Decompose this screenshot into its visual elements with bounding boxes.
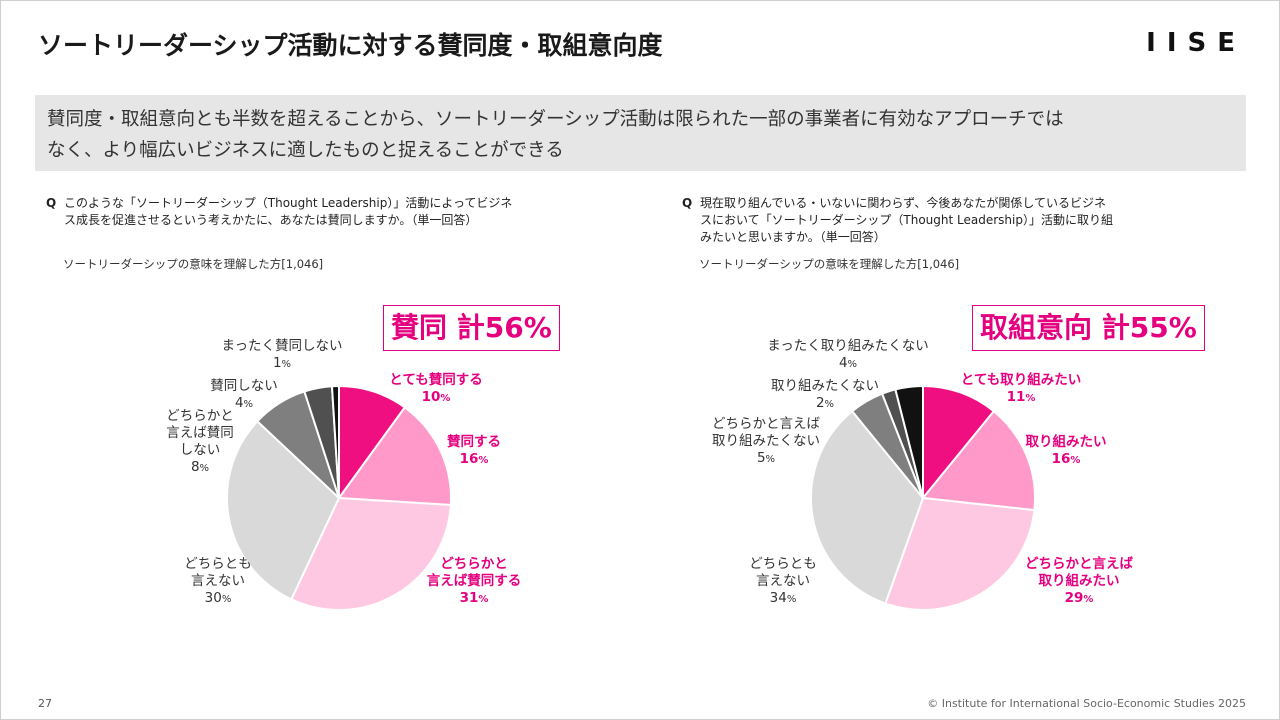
sample-base-right: ソートリーダーシップの意味を理解した方[1,046] bbox=[699, 257, 960, 271]
pie-slice bbox=[894, 384, 924, 499]
slice-label: どちらかと言えば 取り組みたくない 5% bbox=[712, 416, 820, 468]
slice-label: 取り組みたい 16% bbox=[1026, 434, 1107, 469]
slice-label-text: どちらとも bbox=[749, 556, 817, 572]
pie-slice bbox=[921, 409, 1036, 512]
slice-value: 4% bbox=[838, 355, 858, 371]
slice-label-text: どちらかと bbox=[440, 556, 508, 572]
slice-label-text: 取り組みたくない bbox=[771, 378, 879, 394]
summary-line-1: 賛同度・取組意向とも半数を超えることから、ソートリーダーシップ活動は限られた一部… bbox=[47, 109, 1064, 130]
question-mark: Q bbox=[46, 196, 57, 210]
slice-label-text: 言えない bbox=[756, 573, 810, 589]
slice-label: まったく取り組みたくない 4% bbox=[767, 338, 928, 373]
iise-logo: IISE bbox=[1146, 28, 1246, 58]
slice-value: 31% bbox=[459, 590, 489, 606]
slice-label: とても賛同する 10% bbox=[389, 372, 482, 407]
question-text: このような「ソートリーダーシップ（Thought Leadership）」活動に… bbox=[64, 195, 584, 229]
slice-label-text: 言えない bbox=[191, 573, 245, 589]
copyright: © Institute for International Socio-Econ… bbox=[927, 697, 1246, 710]
slice-label: 賛同する 16% bbox=[447, 434, 501, 469]
slice-value: 1% bbox=[272, 355, 292, 371]
slice-label-text: とても賛同する bbox=[389, 372, 483, 388]
question-line: スにおいて「ソートリーダーシップ（Thought Leadership）」活動に… bbox=[700, 213, 1113, 227]
slice-label-text: とても取り組みたい bbox=[960, 372, 1082, 388]
slice-label: とても取り組みたい 11% bbox=[961, 372, 1081, 407]
slice-value: 2% bbox=[815, 395, 835, 411]
slice-value: 34% bbox=[769, 590, 797, 606]
slice-label-text: 取り組みたい bbox=[1025, 434, 1107, 450]
slice-label-text: しない bbox=[179, 442, 221, 458]
total-badge-approval: 賛同 計56% bbox=[383, 305, 560, 351]
slice-label-text: 賛同しない bbox=[210, 378, 278, 394]
pie-slice bbox=[884, 496, 1036, 611]
question-line: ス成長を促進させるという考えかたに、あなたは賛同しますか。（単一回答） bbox=[64, 213, 478, 227]
page-title: ソートリーダーシップ活動に対する賛同度・取組意向度 bbox=[38, 31, 663, 60]
slice-label-text: どちらとも bbox=[184, 556, 252, 572]
question-text: 現在取り組んでいる・いないに関わらず、今後あなたが関係しているビジネ スにおいて… bbox=[700, 195, 1220, 246]
summary-box: 賛同度・取組意向とも半数を超えることから、ソートリーダーシップ活動は限られた一部… bbox=[35, 95, 1246, 171]
slice-label: どちらかと 言えば賛同 しない 8% bbox=[166, 408, 234, 477]
slice-label: どちらとも 言えない 34% bbox=[749, 556, 817, 608]
slice-label: どちらかと言えば 取り組みたい 29% bbox=[1025, 556, 1133, 608]
slice-label-text: 言えば賛同 bbox=[166, 425, 234, 441]
pie-slice bbox=[810, 409, 925, 605]
slice-value: 5% bbox=[756, 450, 776, 466]
slice-value: 11% bbox=[1006, 389, 1036, 405]
slice-value: 8% bbox=[190, 459, 210, 475]
pie-chart-approval bbox=[226, 384, 452, 611]
page-number: 27 bbox=[38, 697, 52, 710]
question-line: このような「ソートリーダーシップ（Thought Leadership）」活動に… bbox=[64, 196, 513, 210]
pie-slice bbox=[922, 384, 996, 501]
slice-label-text: まったく賛同しない bbox=[221, 338, 343, 354]
pie-slice bbox=[289, 496, 452, 611]
slice-value: 16% bbox=[459, 451, 489, 467]
slice-label-text: どちらかと言えば bbox=[1025, 556, 1133, 572]
slice-value: 4% bbox=[234, 395, 254, 411]
slice-label-text: 取り組みたくない bbox=[712, 433, 820, 449]
pie-slice bbox=[330, 384, 340, 499]
slice-label-text: どちらかと言えば bbox=[712, 416, 820, 432]
pie-slice bbox=[337, 405, 452, 507]
pie-slice bbox=[226, 419, 341, 601]
total-badge-intention: 取組意向 計55% bbox=[972, 305, 1205, 351]
slice-label-text: 言えば賛同する bbox=[426, 573, 522, 589]
slice-label: 取り組みたくない 2% bbox=[771, 378, 879, 413]
slice-value: 10% bbox=[421, 389, 451, 405]
slice-label: 賛同しない 4% bbox=[210, 378, 278, 413]
slice-value: 16% bbox=[1051, 451, 1081, 467]
slice-label-text: まったく取り組みたくない bbox=[767, 338, 929, 354]
slice-value: 30% bbox=[204, 590, 232, 606]
question-line: 現在取り組んでいる・いないに関わらず、今後あなたが関係しているビジネ bbox=[700, 196, 1106, 210]
slice-label: まったく賛同しない 1% bbox=[222, 338, 343, 373]
slice-label-text: 賛同する bbox=[447, 434, 501, 450]
sample-base-left: ソートリーダーシップの意味を理解した方[1,046] bbox=[63, 257, 324, 271]
slice-label: どちらとも 言えない 30% bbox=[184, 556, 252, 608]
summary-line-2: なく、より幅広いビジネスに適したものと捉えることができる bbox=[47, 140, 564, 161]
slice-label: どちらかと 言えば賛同する 31% bbox=[427, 556, 522, 608]
pie-chart-intention bbox=[810, 384, 1036, 611]
question-line: みたいと思いますか。（単一回答） bbox=[700, 230, 886, 244]
slice-label-text: どちらかと bbox=[166, 408, 234, 424]
question-mark: Q bbox=[682, 196, 693, 210]
slice-value: 29% bbox=[1064, 590, 1094, 606]
slice-label-text: 取り組みたい bbox=[1038, 573, 1120, 589]
